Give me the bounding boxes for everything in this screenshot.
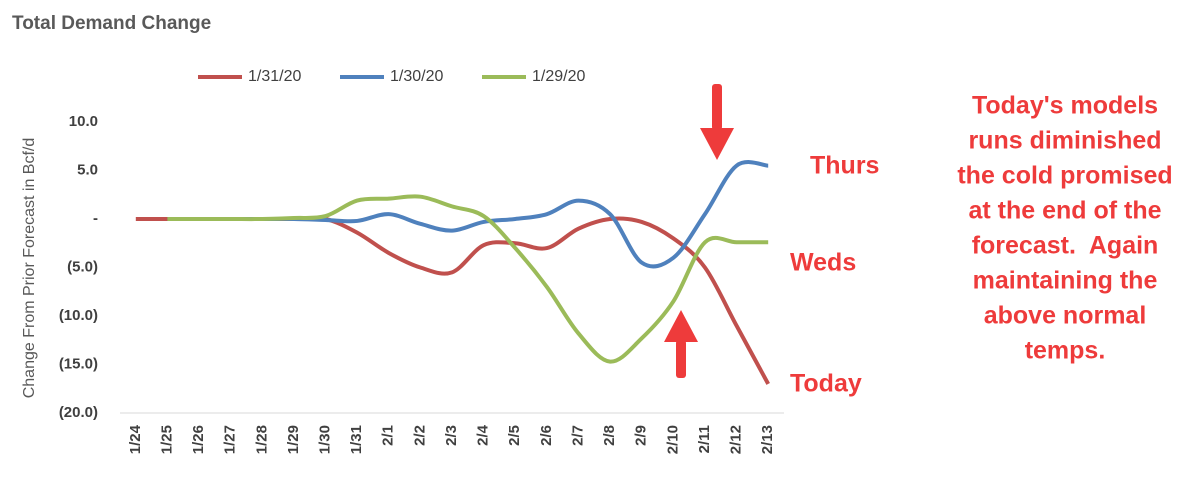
x-tick-label: 1/30 (316, 425, 333, 454)
legend-label: 1/30/20 (390, 68, 443, 85)
x-tick-label: 2/10 (664, 425, 681, 454)
x-tick-label: 2/7 (569, 425, 586, 446)
y-tick-label: 10.0 (69, 113, 98, 130)
x-tick-label: 2/8 (601, 425, 618, 446)
x-tick-label: 2/2 (411, 425, 428, 446)
y-axis-label: Change From Prior Forecast in Bcf/d (21, 138, 38, 399)
annotation: Today (790, 370, 862, 398)
x-tick-label: 2/1 (380, 425, 397, 446)
annotation: Weds (790, 249, 856, 277)
note-line: the cold promised (957, 162, 1172, 190)
x-tick-label: 2/13 (759, 425, 776, 454)
y-tick-label: 5.0 (77, 161, 98, 178)
note-line: temps. (1025, 337, 1106, 365)
x-tick-label: 2/6 (538, 425, 555, 446)
note-line: runs diminished (968, 127, 1161, 155)
note-line: at the end of the (968, 197, 1161, 225)
x-tick-label: 2/9 (633, 425, 650, 446)
arrow (700, 84, 734, 160)
legend-label: 1/29/20 (532, 68, 585, 85)
chart-title: Total Demand Change (12, 13, 211, 34)
x-tick-label: 1/26 (190, 425, 207, 454)
x-tick-label: 2/3 (443, 425, 460, 446)
x-tick-label: 1/25 (158, 425, 175, 454)
y-tick-label: - (93, 210, 98, 227)
x-tick-label: 2/5 (506, 425, 523, 446)
x-tick-label: 1/24 (127, 424, 144, 454)
series-line (167, 194, 769, 364)
y-tick-label: (20.0) (59, 404, 98, 421)
y-tick-label: (15.0) (59, 355, 98, 372)
note-line: maintaining the (973, 267, 1158, 295)
x-tick-label: 1/27 (222, 425, 239, 454)
x-tick-label: 1/28 (253, 425, 270, 454)
x-tick-label: 2/11 (696, 425, 713, 453)
arrow (664, 310, 698, 378)
x-tick-label: 2/12 (728, 425, 745, 454)
x-tick-label: 2/4 (475, 424, 492, 446)
note-line: Today's models (972, 92, 1158, 120)
y-tick-label: (5.0) (67, 258, 98, 275)
x-tick-label: 1/29 (285, 425, 302, 454)
x-tick-label: 1/31 (348, 425, 365, 454)
note-line: forecast. Again (972, 232, 1159, 260)
y-tick-label: (10.0) (59, 307, 98, 324)
annotation: Thurs (810, 152, 879, 180)
note-line: above normal (984, 302, 1147, 330)
legend-label: 1/31/20 (248, 68, 301, 85)
series-line (167, 160, 769, 269)
